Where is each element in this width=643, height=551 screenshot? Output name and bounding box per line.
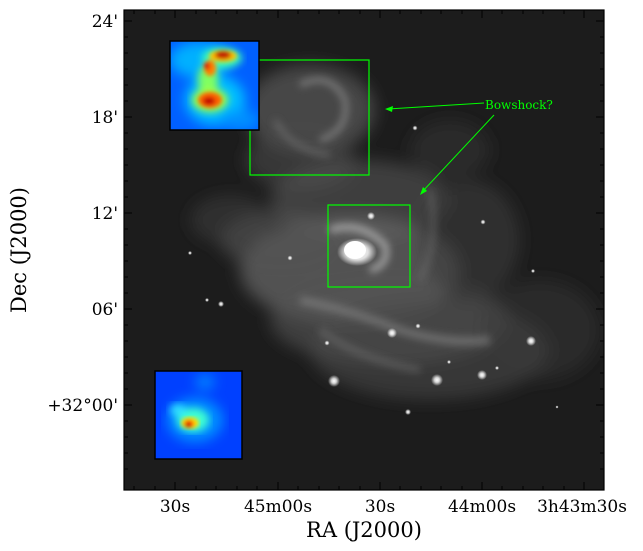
- plot-frame: [123, 9, 605, 491]
- x-tick-label: 3h43m30s: [537, 497, 627, 517]
- y-tick-label: 12': [92, 204, 118, 224]
- x-tick-label: 30s: [160, 497, 190, 517]
- inset-map-upper: [169, 40, 260, 131]
- region-box-center: [327, 204, 411, 288]
- x-tick-label: 44m00s: [448, 497, 516, 517]
- x-tick-label: 45m00s: [244, 497, 312, 517]
- nebula-image: [124, 10, 604, 490]
- x-tick-label: 30s: [365, 497, 395, 517]
- x-axis-title: RA (J2000): [306, 518, 422, 542]
- y-tick-label: 18': [92, 108, 118, 128]
- y-tick-label: +32°00': [47, 396, 118, 416]
- tick-marks: [124, 10, 604, 490]
- inset-map-lower: [154, 370, 243, 460]
- y-tick-label: 06': [92, 300, 118, 320]
- y-axis-title: Dec (J2000): [7, 187, 31, 313]
- y-tick-label: 24': [92, 12, 118, 32]
- bowshock-annotation: Bowshock?: [385, 98, 553, 195]
- annotation-label: Bowshock?: [485, 98, 553, 112]
